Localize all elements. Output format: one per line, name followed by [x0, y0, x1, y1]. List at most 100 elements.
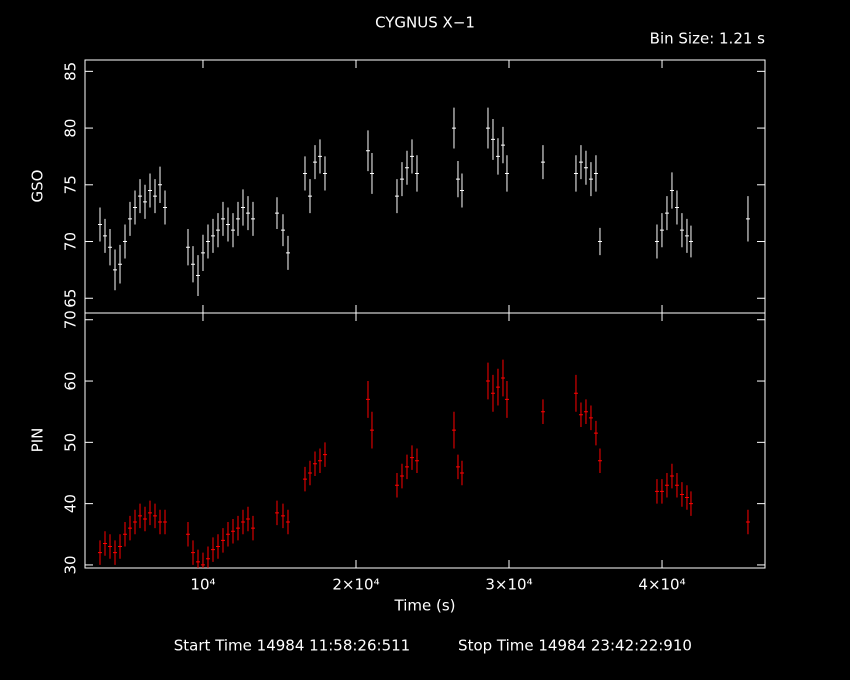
error-bar — [142, 506, 147, 532]
error-bar — [317, 448, 322, 473]
error-bar — [118, 534, 123, 559]
error-bar — [302, 156, 307, 191]
error-bar — [196, 255, 201, 296]
error-bar — [597, 448, 602, 473]
error-bar — [495, 368, 500, 406]
error-bar — [399, 162, 404, 197]
chart-title: CYGNUS X−1 — [375, 14, 475, 32]
error-bar — [133, 190, 138, 225]
error-bar — [684, 485, 689, 510]
error-bar — [153, 503, 158, 529]
error-bar — [280, 214, 285, 247]
error-bar — [205, 546, 210, 568]
error-bar — [230, 213, 235, 248]
error-bar — [225, 207, 230, 242]
error-bar — [540, 399, 545, 424]
error-bar — [97, 207, 102, 242]
error-bar — [414, 448, 419, 473]
error-bar — [322, 156, 327, 191]
error-bar — [225, 522, 230, 547]
error-bar — [210, 537, 215, 562]
error-bar — [578, 145, 583, 180]
error-bar — [588, 162, 593, 197]
error-bar — [745, 196, 750, 242]
error-bar — [500, 126, 505, 164]
error-bar — [322, 442, 327, 467]
error-bar — [455, 454, 460, 480]
error-bar — [312, 451, 317, 477]
error-bar — [312, 145, 317, 180]
error-bar — [409, 445, 414, 470]
error-bar — [190, 540, 195, 565]
error-bar — [216, 213, 221, 248]
error-bar — [674, 472, 679, 498]
error-bar — [108, 229, 113, 266]
error-bar — [459, 460, 464, 486]
error-bar — [365, 381, 370, 418]
error-bar — [745, 509, 750, 535]
error-bar — [654, 479, 659, 504]
error-bar — [153, 179, 158, 214]
error-bar — [220, 201, 225, 236]
error-bar — [459, 173, 464, 208]
plot-frame — [84, 312, 766, 569]
error-bar — [142, 184, 147, 219]
error-bar — [200, 234, 205, 272]
error-bar — [148, 173, 153, 208]
error-bar — [113, 540, 118, 565]
error-bar — [684, 218, 689, 253]
error-bar — [302, 466, 307, 492]
error-bar — [679, 213, 684, 248]
y-tick-label: 50 — [62, 433, 80, 452]
error-bar — [245, 196, 250, 231]
error-bar — [245, 506, 250, 532]
y-tick-label: 75 — [62, 175, 80, 194]
error-bar — [593, 420, 598, 446]
error-bar — [200, 552, 205, 568]
x-tick-label: 4×10⁴ — [638, 576, 685, 594]
error-bar — [185, 522, 190, 547]
series — [97, 107, 750, 296]
stop-time: Stop Time 14984 23:42:22:910 — [458, 637, 692, 655]
y-tick-label: 60 — [62, 371, 80, 390]
y-tick-label: 70 — [62, 310, 80, 329]
error-bar — [664, 472, 669, 498]
error-bar — [128, 201, 133, 236]
error-bar — [274, 197, 279, 230]
error-bar — [133, 509, 138, 535]
bin-size: Bin Size: 1.21 s — [650, 30, 766, 48]
error-bar — [307, 179, 312, 214]
error-bar — [250, 201, 255, 236]
error-bar — [205, 224, 210, 259]
error-bar — [285, 235, 290, 270]
error-bar — [688, 225, 693, 258]
x-tick-label: 3×10⁴ — [485, 576, 532, 594]
error-bar — [573, 374, 578, 412]
error-bar — [679, 482, 684, 507]
y-tick-label: 70 — [62, 232, 80, 251]
error-bar — [394, 179, 399, 214]
start-time: Start Time 14984 11:58:26:511 — [174, 637, 410, 655]
error-bar — [409, 139, 414, 174]
error-bar — [128, 515, 133, 541]
error-bar — [669, 172, 674, 209]
error-bar — [578, 402, 583, 428]
error-bar — [369, 411, 374, 449]
error-bar — [365, 130, 370, 172]
error-bar — [588, 405, 593, 431]
error-bar — [113, 249, 118, 291]
error-bar — [540, 145, 545, 180]
error-bar — [495, 138, 500, 175]
y-axis-label: GSO — [29, 170, 47, 203]
error-bar — [158, 509, 163, 535]
error-bar — [196, 549, 201, 568]
error-bar — [274, 500, 279, 526]
error-bar — [688, 491, 693, 516]
y-tick-label: 65 — [62, 289, 80, 308]
error-bar — [97, 540, 102, 565]
error-bar — [399, 463, 404, 489]
plot-frame — [84, 59, 766, 314]
error-bar — [163, 190, 168, 225]
error-bar — [122, 224, 127, 259]
